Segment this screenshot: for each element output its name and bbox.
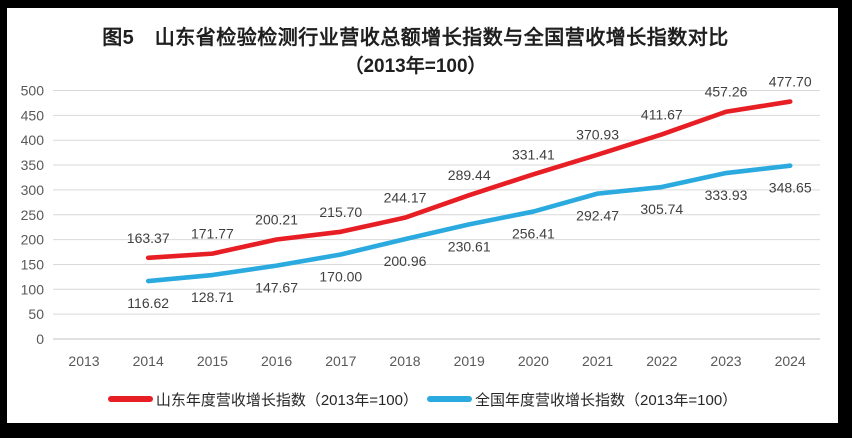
svg-text:2014: 2014 — [133, 353, 164, 369]
svg-text:116.62: 116.62 — [127, 295, 169, 311]
svg-text:2015: 2015 — [197, 353, 228, 369]
svg-text:305.74: 305.74 — [640, 201, 683, 217]
svg-text:244.17: 244.17 — [384, 190, 427, 206]
svg-text:0: 0 — [36, 331, 44, 347]
svg-text:2024: 2024 — [775, 353, 806, 369]
svg-text:150: 150 — [21, 256, 45, 272]
svg-text:300: 300 — [21, 182, 45, 198]
svg-text:2022: 2022 — [646, 353, 677, 369]
svg-text:400: 400 — [21, 132, 45, 148]
svg-text:370.93: 370.93 — [576, 127, 619, 143]
svg-text:200: 200 — [21, 232, 45, 248]
svg-text:163.37: 163.37 — [127, 230, 170, 246]
chart-title: 图5 山东省检验检测行业营收总额增长指数与全国营收增长指数对比 — [102, 27, 729, 49]
svg-text:215.70: 215.70 — [319, 204, 362, 220]
svg-text:289.44: 289.44 — [448, 167, 491, 183]
svg-text:256.41: 256.41 — [512, 226, 555, 242]
chart-legend: 山东年度营收增长指数（2013年=100） 全国年度营收增长指数（2013年=1… — [7, 389, 838, 409]
svg-text:348.65: 348.65 — [769, 180, 812, 196]
svg-text:411.67: 411.67 — [641, 106, 683, 122]
svg-text:200.96: 200.96 — [384, 253, 427, 269]
svg-text:50: 50 — [28, 306, 44, 322]
svg-text:350: 350 — [21, 157, 45, 173]
svg-text:171.77: 171.77 — [191, 226, 234, 242]
legend-item-shandong: 山东年度营收增长指数（2013年=100） — [107, 389, 418, 410]
svg-text:292.47: 292.47 — [576, 208, 619, 224]
svg-text:333.93: 333.93 — [705, 187, 748, 203]
svg-text:331.41: 331.41 — [512, 146, 555, 162]
chart-figure: 0 50 100 150 200 250 300 350 400 450 500 2013 2014 20… — [7, 8, 838, 423]
svg-text:100: 100 — [21, 281, 45, 297]
svg-text:2018: 2018 — [389, 353, 420, 369]
chart-title-block: 图5 山东省检验检测行业营收总额增长指数与全国营收增长指数对比 （2013年=1… — [7, 21, 824, 78]
svg-text:2017: 2017 — [325, 353, 356, 369]
legend-item-national: 全国年度营收增长指数（2013年=100） — [427, 389, 737, 410]
svg-text:200.21: 200.21 — [255, 211, 298, 227]
svg-text:2020: 2020 — [518, 353, 549, 369]
legend-label-national: 全国年度营收增长指数（2013年=100） — [475, 391, 738, 409]
svg-text:457.26: 457.26 — [705, 84, 748, 100]
legend-line-shandong-icon — [107, 396, 153, 402]
line-chart: 0 50 100 150 200 250 300 350 400 450 500 2013 2014 20… — [21, 74, 820, 369]
legend-label-shandong: 山东年度营收增长指数（2013年=100） — [155, 391, 418, 409]
svg-text:450: 450 — [21, 107, 45, 123]
svg-text:170.00: 170.00 — [319, 269, 362, 285]
svg-text:500: 500 — [21, 83, 45, 99]
legend-line-national-icon — [427, 396, 472, 402]
svg-text:2023: 2023 — [710, 353, 741, 369]
svg-text:2019: 2019 — [454, 353, 485, 369]
svg-text:2016: 2016 — [261, 353, 292, 369]
svg-text:128.71: 128.71 — [191, 289, 234, 305]
chart-subtitle: （2013年=100） — [344, 56, 487, 77]
svg-text:2013: 2013 — [68, 353, 99, 369]
svg-text:477.70: 477.70 — [769, 74, 812, 90]
svg-text:250: 250 — [21, 207, 45, 223]
svg-text:2021: 2021 — [582, 353, 613, 369]
svg-text:230.61: 230.61 — [448, 238, 491, 254]
svg-text:147.67: 147.67 — [255, 280, 298, 296]
